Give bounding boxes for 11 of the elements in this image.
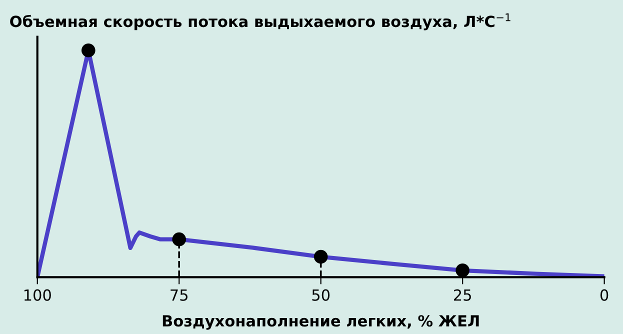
x-tick-label: 75 [170,289,188,301]
point [456,264,470,278]
x-tick-label: 50 [312,289,330,301]
point [314,250,328,264]
x-tick-label: 25 [454,289,471,301]
x-tick-label: 100 [24,289,51,301]
x-axis-title: Воздухонаполнение легких, % ЖЕЛ [162,315,479,330]
x-tick-label: 0 [600,289,608,301]
point [172,232,186,246]
chart-title: Объемная скорость потока выдыхаемого воздуха, Л*С$^{−1}$ [10,13,510,30]
point [81,43,96,58]
